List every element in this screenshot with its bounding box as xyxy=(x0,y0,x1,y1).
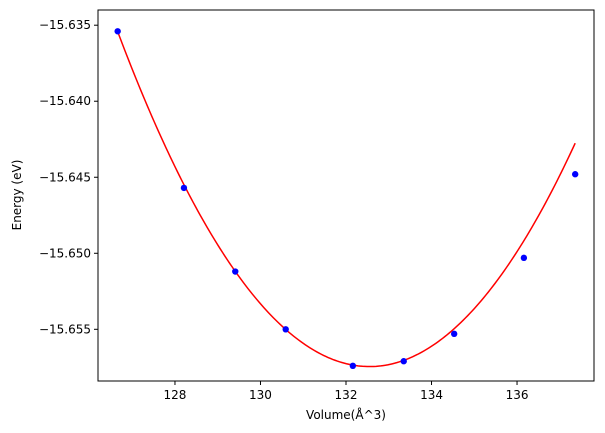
data-point xyxy=(450,330,458,338)
x-tick-label: 132 xyxy=(335,388,358,402)
x-tick-label: 134 xyxy=(420,388,443,402)
x-axis-label: Volume(Å^3) xyxy=(306,407,386,422)
y-tick-label: −15.645 xyxy=(39,170,91,184)
x-axis-ticks: 128 130 132 134 136 xyxy=(164,381,529,402)
fit-curve-layer xyxy=(116,31,576,368)
y-axis-ticks: −15.635 −15.640 −15.645 −15.650 −15.655 xyxy=(39,18,98,336)
x-tick-label: 136 xyxy=(506,388,529,402)
fit-curve xyxy=(116,31,576,368)
y-tick-label: −15.635 xyxy=(39,18,91,32)
plot-background xyxy=(98,10,594,381)
data-point xyxy=(520,254,528,262)
data-point xyxy=(349,362,357,369)
y-tick-label: −15.650 xyxy=(39,246,91,260)
data-point xyxy=(400,358,407,365)
y-tick-label: −15.655 xyxy=(39,322,91,336)
data-points-layer xyxy=(114,28,579,369)
data-point xyxy=(232,268,239,275)
data-point xyxy=(282,326,289,333)
data-point xyxy=(114,28,121,35)
y-tick-label: −15.640 xyxy=(39,94,91,108)
x-tick-label: 128 xyxy=(164,388,187,402)
data-point xyxy=(180,184,188,192)
x-tick-label: 130 xyxy=(249,388,272,402)
y-axis-label: Energy (eV) xyxy=(10,160,24,231)
data-point xyxy=(571,171,579,178)
